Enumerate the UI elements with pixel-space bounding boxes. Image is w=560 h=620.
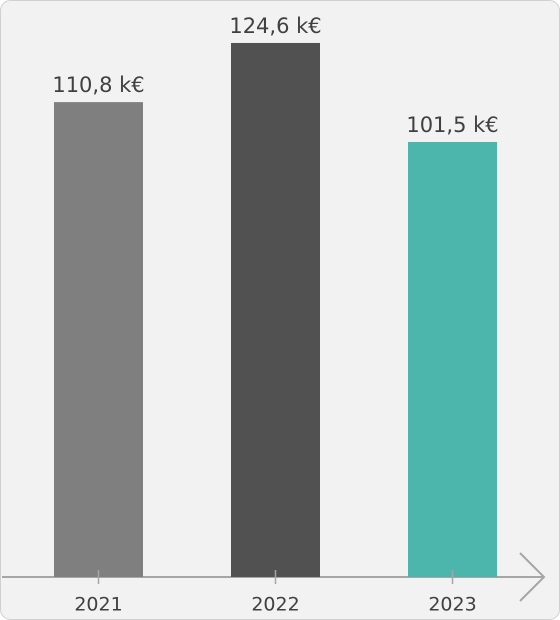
x-tick-label: 2021 <box>74 594 122 616</box>
bar <box>54 102 143 577</box>
value-label: 101,5 k€ <box>406 113 498 137</box>
value-label: 124,6 k€ <box>229 14 321 38</box>
x-tick-label: 2022 <box>251 594 299 616</box>
axis-arrow <box>519 552 546 602</box>
x-tick-label: 2023 <box>428 594 476 616</box>
bar <box>231 42 320 577</box>
value-label: 110,8 k€ <box>52 73 144 97</box>
bar <box>408 141 497 577</box>
